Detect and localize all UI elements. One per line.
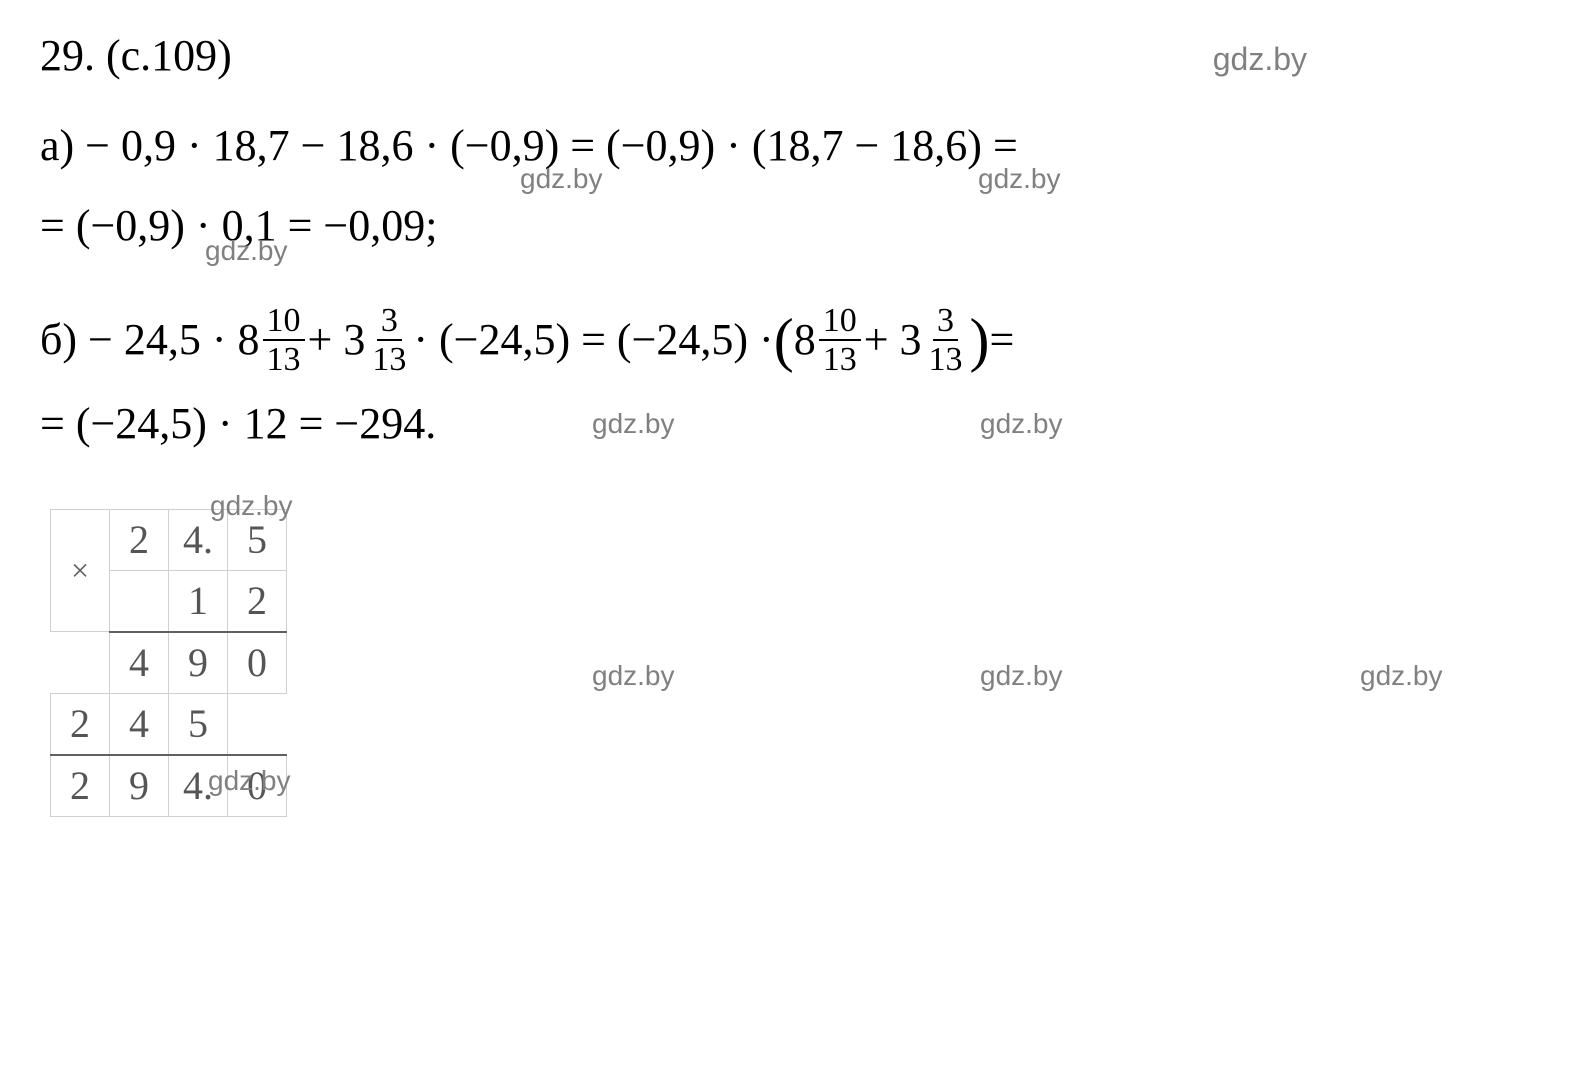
expr-a2: = (−0,9) · 0,1 = −0,09; (40, 191, 437, 261)
table-cell: 5 (169, 693, 228, 755)
table-cell: 4. (169, 509, 228, 570)
expr-b1-prefix: б) − 24,5 · 8 (40, 305, 260, 375)
frac-den: 13 (368, 341, 410, 378)
table-cell: 0 (228, 755, 287, 817)
frac-den: 13 (263, 341, 305, 378)
table-row: 4 9 0 (51, 632, 287, 694)
problem-number: 29. (с.109) (40, 30, 232, 81)
line-a1: а) − 0,9 · 18,7 − 18,6 · (−0,9) = (−0,9)… (40, 111, 1547, 181)
math-expression-a2: = (−0,9) · 0,1 = −0,09; (40, 191, 1547, 261)
table-cell: 0 (228, 632, 287, 694)
math-expression-a1: а) − 0,9 · 18,7 − 18,6 · (−0,9) = (−0,9)… (40, 111, 1547, 181)
header-row: 29. (с.109) gdz.by (40, 30, 1547, 81)
table-row: × 2 4. 5 (51, 509, 287, 570)
math-expression-b2: = (−24,5) · 12 = −294. (40, 389, 1547, 459)
watermark-text: gdz.by (1360, 660, 1443, 692)
table-cell (228, 693, 287, 755)
math-expression-b1: б) − 24,5 · 8 10 13 + 3 3 13 · (−24,5) =… (40, 302, 1547, 379)
table-row: 2 9 4. 0 (51, 755, 287, 817)
expr-b2: = (−24,5) · 12 = −294. (40, 389, 436, 459)
multiplication-table: × 2 4. 5 1 2 4 9 0 2 4 5 2 9 4. 0 (50, 509, 287, 817)
expr-b1-mid1: + 3 (308, 305, 366, 375)
table-cell: 4 (110, 632, 169, 694)
expr-b1-eq: = (990, 305, 1015, 375)
table-cell: 9 (169, 632, 228, 694)
mult-sign-icon: × (51, 509, 110, 632)
table-cell (51, 632, 110, 694)
table-cell: 9 (110, 755, 169, 817)
expr-b1-inner1: 8 (794, 305, 816, 375)
line-b2: = (−24,5) · 12 = −294. (40, 389, 1547, 459)
expr-b1-mid2: · (−24,5) = (−24,5) · (413, 305, 773, 375)
frac-num: 10 (263, 302, 305, 341)
table-cell: 2 (228, 570, 287, 632)
table-cell: 2 (51, 755, 110, 817)
fraction-10-13-b: 10 13 (819, 302, 861, 379)
open-paren-icon: ( (774, 310, 794, 370)
watermark-text: gdz.by (980, 660, 1063, 692)
table-cell: 2 (110, 509, 169, 570)
table-cell: 4 (110, 693, 169, 755)
frac-num: 3 (933, 302, 958, 341)
frac-den: 13 (819, 341, 861, 378)
line-b1: б) − 24,5 · 8 10 13 + 3 3 13 · (−24,5) =… (40, 302, 1547, 379)
frac-den: 13 (925, 341, 967, 378)
table-cell: 2 (51, 693, 110, 755)
line-a2: = (−0,9) · 0,1 = −0,09; (40, 191, 1547, 261)
table-row: 2 4 5 (51, 693, 287, 755)
close-paren-icon: ) (970, 310, 990, 370)
table-cell: 4. (169, 755, 228, 817)
fraction-10-13-a: 10 13 (263, 302, 305, 379)
frac-num: 3 (377, 302, 402, 341)
expr-b1-innerplus: + 3 (864, 305, 922, 375)
fraction-3-13-a: 3 13 (368, 302, 410, 379)
fraction-3-13-b: 3 13 (925, 302, 967, 379)
frac-num: 10 (819, 302, 861, 341)
watermark-text: gdz.by (592, 660, 675, 692)
table-cell (110, 570, 169, 632)
table-cell: 5 (228, 509, 287, 570)
watermark-header: gdz.by (1213, 41, 1307, 78)
expr-a1: а) − 0,9 · 18,7 − 18,6 · (−0,9) = (−0,9)… (40, 111, 1018, 181)
table-cell: 1 (169, 570, 228, 632)
